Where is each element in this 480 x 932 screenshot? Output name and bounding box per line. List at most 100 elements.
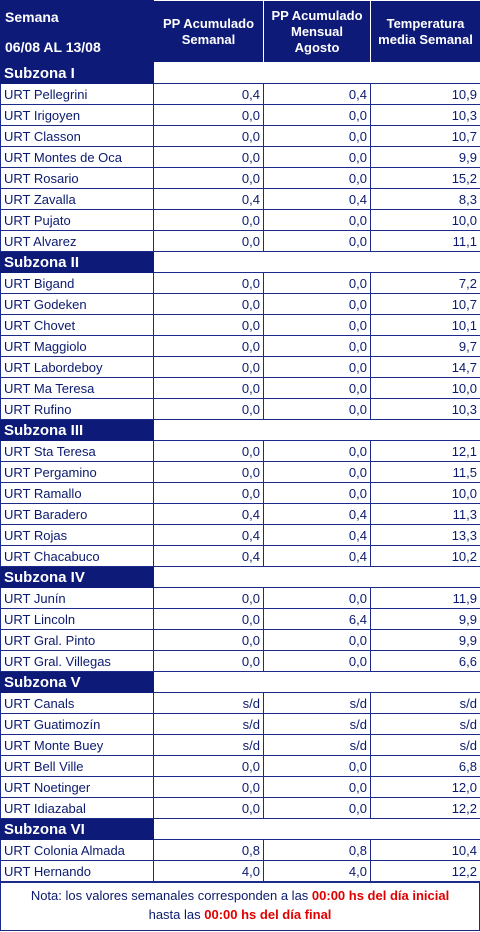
station-name: URT Irigoyen bbox=[0, 104, 154, 126]
value-cell: 10,2 bbox=[370, 545, 480, 567]
station-row: URT Chacabuco 0,4 0,4 10,2 bbox=[0, 545, 480, 567]
value-cell: 0,0 bbox=[153, 650, 264, 672]
value-cell: 0,0 bbox=[263, 587, 371, 609]
subzone-row: Subzona VI bbox=[0, 818, 480, 840]
value-cell: 0,0 bbox=[263, 461, 371, 483]
value-cell: 0,4 bbox=[263, 545, 371, 567]
value-cell: 0,0 bbox=[153, 314, 264, 336]
station-name: URT Lincoln bbox=[0, 608, 154, 630]
station-name: URT Ma Teresa bbox=[0, 377, 154, 399]
value-cell: 0,0 bbox=[263, 377, 371, 399]
value-cell: 4,0 bbox=[153, 860, 264, 882]
station-name: URT Baradero bbox=[0, 503, 154, 525]
value-cell: 11,5 bbox=[370, 461, 480, 483]
value-cell: 8,3 bbox=[370, 188, 480, 210]
value-cell: s/d bbox=[370, 734, 480, 756]
value-cell: 0,0 bbox=[263, 125, 371, 147]
column-header: PP Acumulado Semanal bbox=[153, 0, 264, 63]
station-row: URT Gral. Pinto 0,0 0,0 9,9 bbox=[0, 629, 480, 651]
blank-cell bbox=[153, 62, 480, 84]
value-cell: 0,0 bbox=[263, 209, 371, 231]
subzone-title: Subzona III bbox=[0, 419, 154, 441]
station-row: URT Pujato 0,0 0,0 10,0 bbox=[0, 209, 480, 231]
value-cell: 0,0 bbox=[153, 482, 264, 504]
value-cell: 0,0 bbox=[263, 104, 371, 126]
station-name: URT Bell Ville bbox=[0, 755, 154, 777]
station-row: URT Godeken 0,0 0,0 10,7 bbox=[0, 293, 480, 315]
column-header: PP Acumulado Mensual Agosto bbox=[263, 0, 371, 63]
value-cell: 0,0 bbox=[153, 356, 264, 378]
value-cell: 0,0 bbox=[263, 335, 371, 357]
station-name: URT Rosario bbox=[0, 167, 154, 189]
value-cell: 0,0 bbox=[263, 797, 371, 819]
blank-cell bbox=[153, 818, 480, 840]
subzone-title: Subzona V bbox=[0, 671, 154, 693]
value-cell: 0,0 bbox=[153, 377, 264, 399]
header-week: Semana 06/08 AL 13/08 bbox=[0, 0, 154, 63]
value-cell: 0,0 bbox=[153, 776, 264, 798]
station-row: URT Ramallo 0,0 0,0 10,0 bbox=[0, 482, 480, 504]
station-name: URT Pergamino bbox=[0, 461, 154, 483]
value-cell: 12,2 bbox=[370, 860, 480, 882]
value-cell: 10,7 bbox=[370, 125, 480, 147]
station-name: URT Alvarez bbox=[0, 230, 154, 252]
value-cell: 12,1 bbox=[370, 440, 480, 462]
station-name: URT Zavalla bbox=[0, 188, 154, 210]
value-cell: 0,0 bbox=[153, 167, 264, 189]
value-cell: 10,1 bbox=[370, 314, 480, 336]
station-name: URT Pellegrini bbox=[0, 83, 154, 105]
note-time: 00:00 hs del día inicial bbox=[311, 888, 450, 903]
station-name: URT Ramallo bbox=[0, 482, 154, 504]
station-row: URT Pergamino 0,0 0,0 11,5 bbox=[0, 461, 480, 483]
value-cell: s/d bbox=[263, 692, 371, 714]
value-cell: 0,0 bbox=[153, 608, 264, 630]
value-cell: 0,4 bbox=[263, 83, 371, 105]
value-cell: 0,0 bbox=[263, 293, 371, 315]
blank-cell bbox=[153, 566, 480, 588]
value-cell: 0,0 bbox=[263, 314, 371, 336]
station-name: URT Rojas bbox=[0, 524, 154, 546]
weather-table: Semana 06/08 AL 13/08 PP Acumulado Seman… bbox=[0, 0, 480, 882]
value-cell: 10,4 bbox=[370, 839, 480, 861]
value-cell: 0,0 bbox=[263, 650, 371, 672]
value-cell: 0,0 bbox=[153, 293, 264, 315]
value-cell: s/d bbox=[263, 734, 371, 756]
station-row: URT Rufino 0,0 0,0 10,3 bbox=[0, 398, 480, 420]
value-cell: 6,4 bbox=[263, 608, 371, 630]
value-cell: 10,3 bbox=[370, 398, 480, 420]
value-cell: 6,6 bbox=[370, 650, 480, 672]
station-row: URT Rojas 0,4 0,4 13,3 bbox=[0, 524, 480, 546]
value-cell: 0,0 bbox=[263, 230, 371, 252]
note-text: hasta las bbox=[148, 907, 205, 922]
station-row: URT Baradero 0,4 0,4 11,3 bbox=[0, 503, 480, 525]
value-cell: 7,2 bbox=[370, 272, 480, 294]
week-range: 06/08 AL 13/08 bbox=[5, 38, 101, 55]
blank-cell bbox=[153, 251, 480, 273]
value-cell: 0,0 bbox=[263, 167, 371, 189]
station-row: URT Colonia Almada 0,8 0,8 10,4 bbox=[0, 839, 480, 861]
value-cell: 12,2 bbox=[370, 797, 480, 819]
station-row: URT Noetinger 0,0 0,0 12,0 bbox=[0, 776, 480, 798]
header-row: Semana 06/08 AL 13/08 PP Acumulado Seman… bbox=[0, 0, 480, 63]
station-row: URT Canals s/d s/d s/d bbox=[0, 692, 480, 714]
value-cell: 4,0 bbox=[263, 860, 371, 882]
value-cell: 9,9 bbox=[370, 608, 480, 630]
value-cell: 10,0 bbox=[370, 377, 480, 399]
value-cell: 0,0 bbox=[153, 272, 264, 294]
value-cell: 11,9 bbox=[370, 587, 480, 609]
station-row: URT Monte Buey s/d s/d s/d bbox=[0, 734, 480, 756]
subzone-row: Subzona V bbox=[0, 671, 480, 693]
value-cell: 0,0 bbox=[263, 755, 371, 777]
station-name: URT Labordeboy bbox=[0, 356, 154, 378]
station-name: URT Sta Teresa bbox=[0, 440, 154, 462]
station-row: URT Sta Teresa 0,0 0,0 12,1 bbox=[0, 440, 480, 462]
station-name: URT Bigand bbox=[0, 272, 154, 294]
station-row: URT Pellegrini 0,4 0,4 10,9 bbox=[0, 83, 480, 105]
value-cell: 10,0 bbox=[370, 209, 480, 231]
value-cell: 9,7 bbox=[370, 335, 480, 357]
station-row: URT Alvarez 0,0 0,0 11,1 bbox=[0, 230, 480, 252]
value-cell: 0,4 bbox=[153, 83, 264, 105]
value-cell: 15,2 bbox=[370, 167, 480, 189]
station-row: URT Classon 0,0 0,0 10,7 bbox=[0, 125, 480, 147]
